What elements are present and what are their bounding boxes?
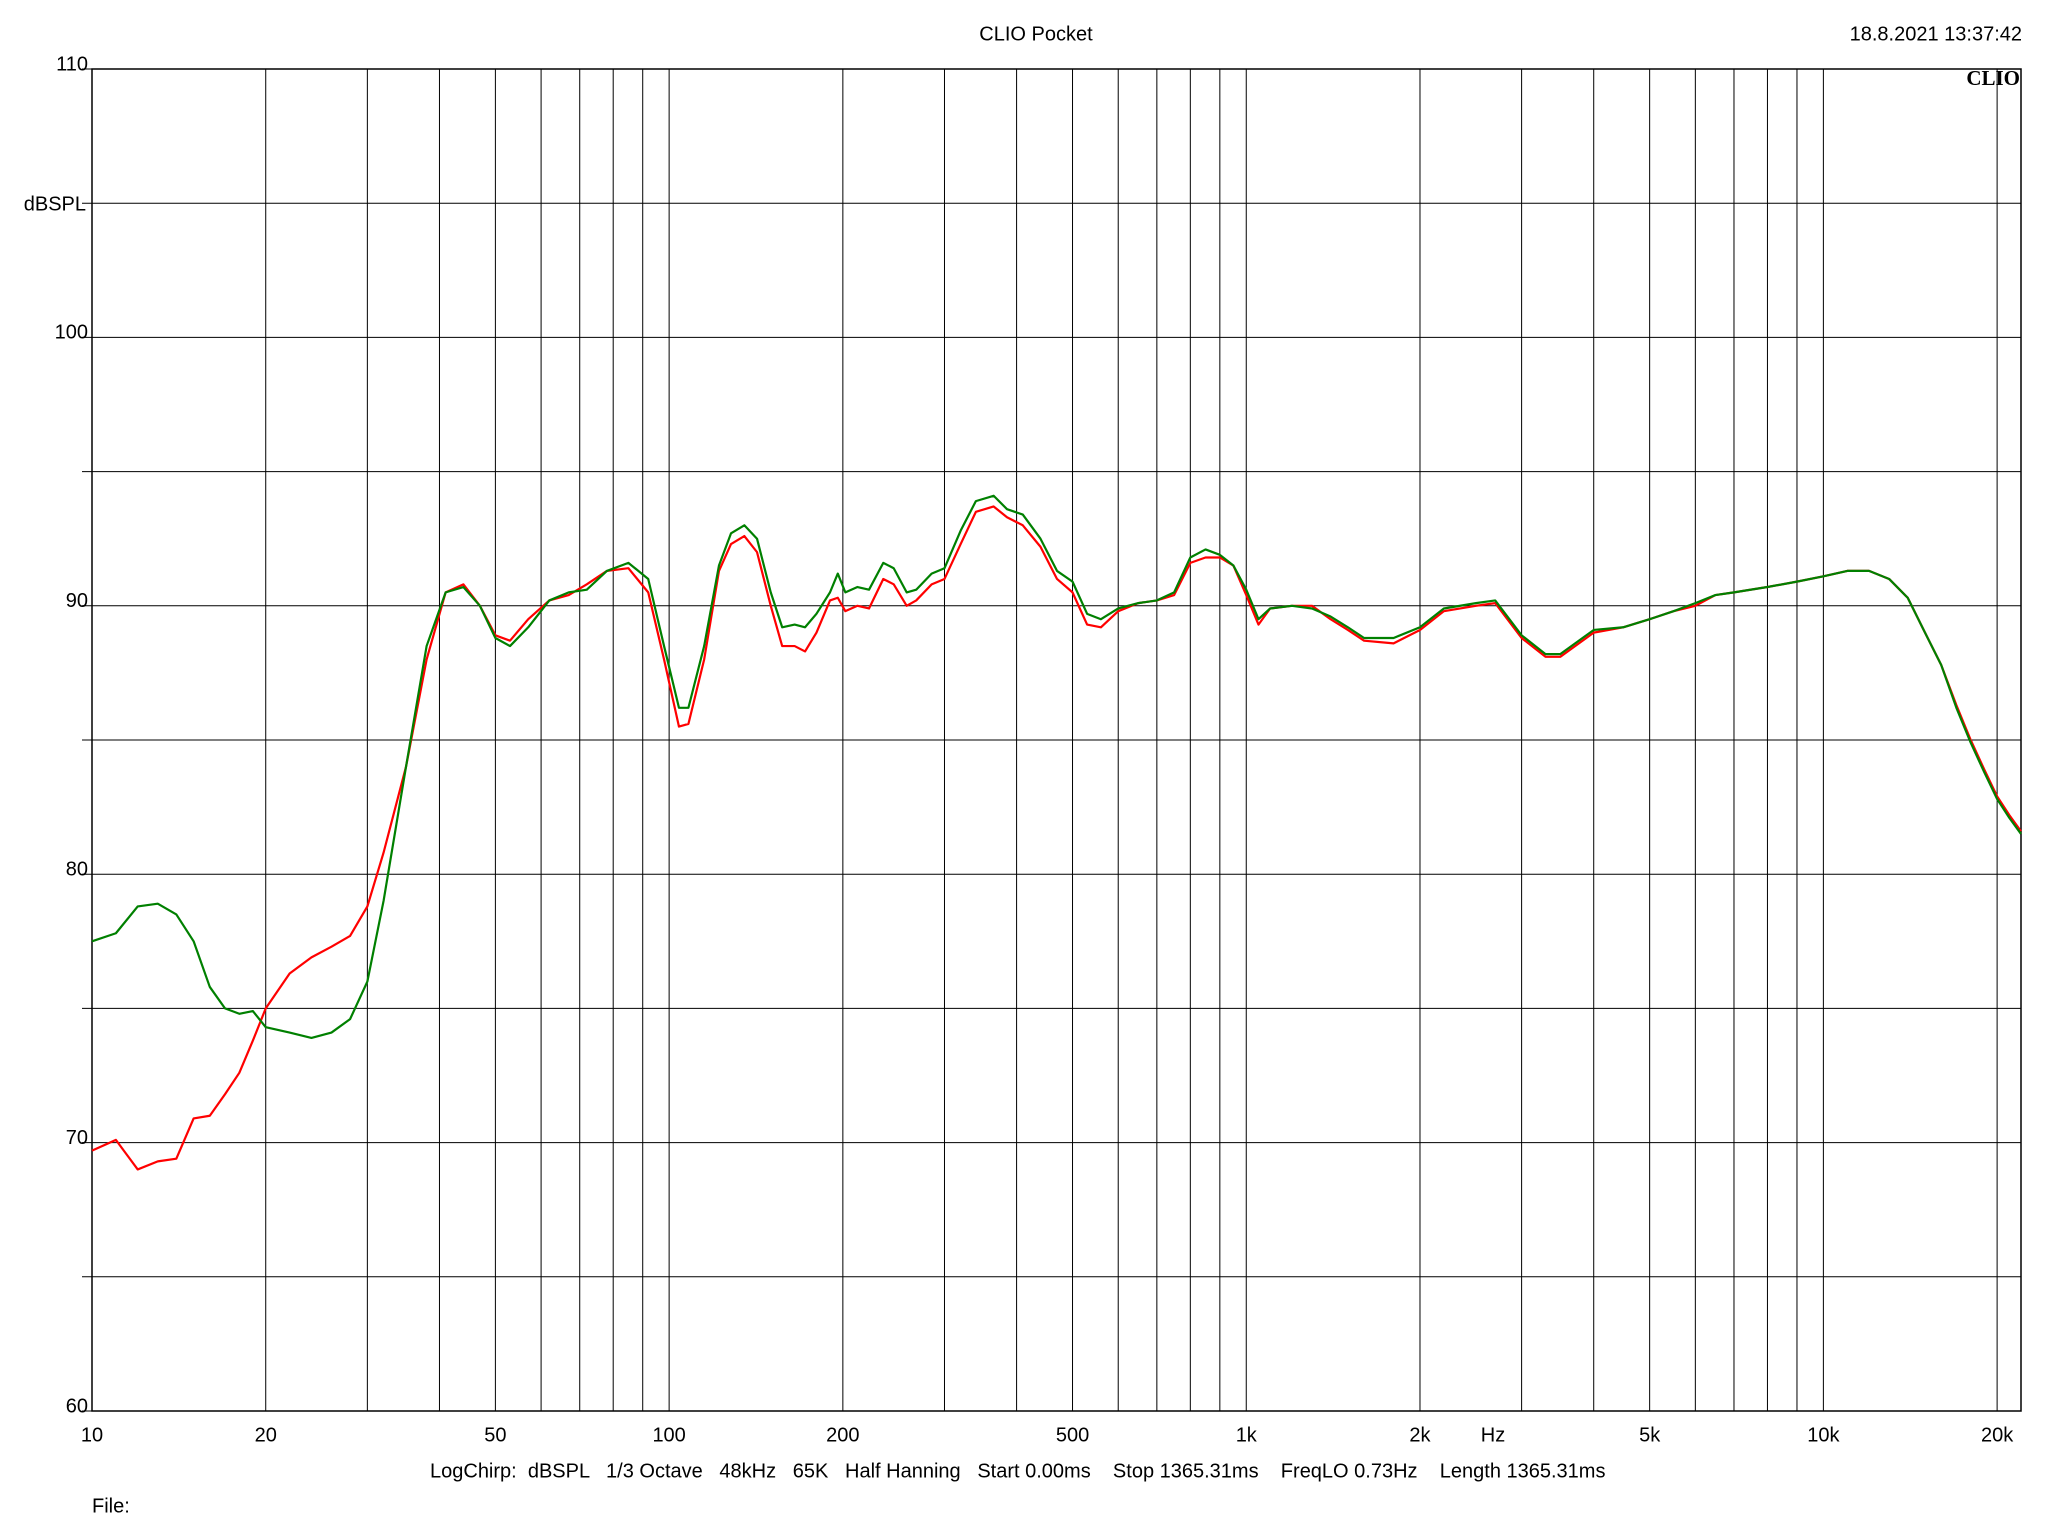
x-tick-label: 10k xyxy=(1807,1424,1840,1446)
x-axis-label: Hz xyxy=(1481,1424,1505,1446)
timestamp: 18.8.2021 13:37:42 xyxy=(1850,23,2022,45)
y-tick-label: 90 xyxy=(66,590,88,612)
y-tick-label: 70 xyxy=(66,1127,88,1149)
chart-title: CLIO Pocket xyxy=(979,23,1093,45)
footer: LogChirp: dBSPL 1/3 Octave 48kHz 65K Hal… xyxy=(430,1460,1605,1482)
y-tick-label: 110 xyxy=(56,53,88,75)
file-label: File: xyxy=(92,1495,130,1517)
x-tick-label: 50 xyxy=(484,1424,506,1446)
x-tick-label: 100 xyxy=(652,1424,685,1446)
x-tick-label: 10 xyxy=(81,1424,103,1446)
logo: CLIO xyxy=(1966,66,2020,90)
x-tick-label: 200 xyxy=(826,1424,859,1446)
x-tick-label: 2k xyxy=(1409,1424,1431,1446)
plot-frame xyxy=(91,68,2022,1412)
data-line xyxy=(91,494,2022,1040)
y-tick-label: 60 xyxy=(66,1395,88,1417)
x-tick-label: 20 xyxy=(255,1424,277,1446)
x-tick-label: 500 xyxy=(1056,1424,1089,1446)
x-tick-label: 20k xyxy=(1981,1424,2014,1446)
x-tick-label: 5k xyxy=(1639,1424,1661,1446)
y-axis-label: dBSPL xyxy=(24,193,86,215)
y-tick-label: 80 xyxy=(66,858,88,880)
x-tick-label: 1k xyxy=(1236,1424,1258,1446)
y-tick-label: 100 xyxy=(55,322,88,344)
